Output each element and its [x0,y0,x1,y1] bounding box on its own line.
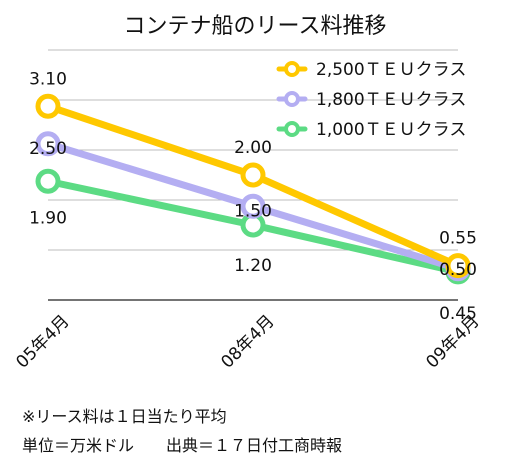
grid [48,49,458,301]
legend: 2,500ＴＥＵクラス 1,800ＴＥＵクラス 1,000ＴＥＵクラス [276,60,466,140]
chart-title: コンテナ船のリース料推移 [124,14,387,39]
data-label: 1.90 [29,208,67,228]
data-label: 0.55 [439,229,477,249]
legend-label: 1,800ＴＥＵクラス [316,90,466,110]
legend-label: 2,500ＴＥＵクラス [316,60,466,80]
x-tick-label: 08年4月 [217,311,278,372]
legend-label: 1,000ＴＥＵクラス [316,120,466,140]
x-tick-label: 05年4月 [12,311,73,372]
data-point [240,193,266,219]
data-label: 2.50 [29,139,67,159]
data-label: 1.20 [234,256,272,276]
legend-marker [284,61,300,77]
data-label: 0.45 [439,304,477,324]
x-tick-labels: 05年4月 08年4月 09年4月 [12,311,483,372]
data-label: 2.00 [234,138,272,158]
series-points [35,93,471,285]
data-label: 0.50 [439,260,477,280]
chart: コンテナ船のリース料推移 3.10 2.00 0.55 2.50 1.50 0.50 1.9… [12,14,483,373]
data-point [240,162,266,188]
data-labels: 3.10 2.00 0.55 2.50 1.50 0.50 1.90 1.20 0.45 [29,69,477,324]
legend-marker [284,91,300,107]
data-point [445,253,471,279]
data-label: 3.10 [29,69,67,89]
data-label: 1.50 [234,201,272,221]
footnote-unit-source: 単位＝万米ドル 出典＝１７日付工商時報 [22,436,343,455]
data-point [35,168,61,194]
data-point [35,93,61,119]
legend-marker [284,121,300,137]
footnote-average: ※リース料は１日当たり平均 [22,407,227,426]
data-point [35,131,61,157]
